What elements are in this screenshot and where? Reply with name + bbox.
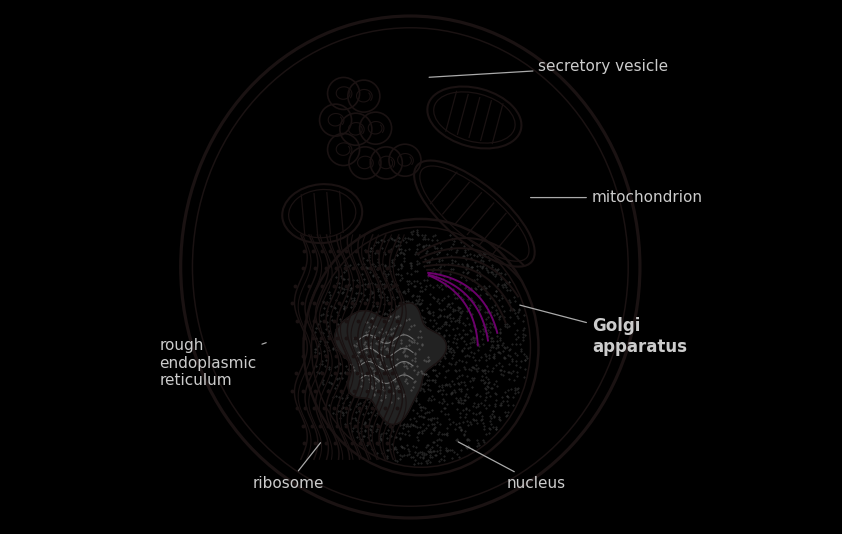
Text: Golgi
apparatus: Golgi apparatus: [520, 305, 687, 356]
Text: nucleus: nucleus: [458, 442, 566, 491]
Text: ribosome: ribosome: [253, 443, 324, 491]
Text: rough
endoplasmic
reticulum: rough endoplasmic reticulum: [159, 338, 266, 388]
Text: secretory vesicle: secretory vesicle: [429, 59, 669, 77]
Polygon shape: [335, 303, 446, 425]
Text: mitochondrion: mitochondrion: [530, 190, 703, 205]
